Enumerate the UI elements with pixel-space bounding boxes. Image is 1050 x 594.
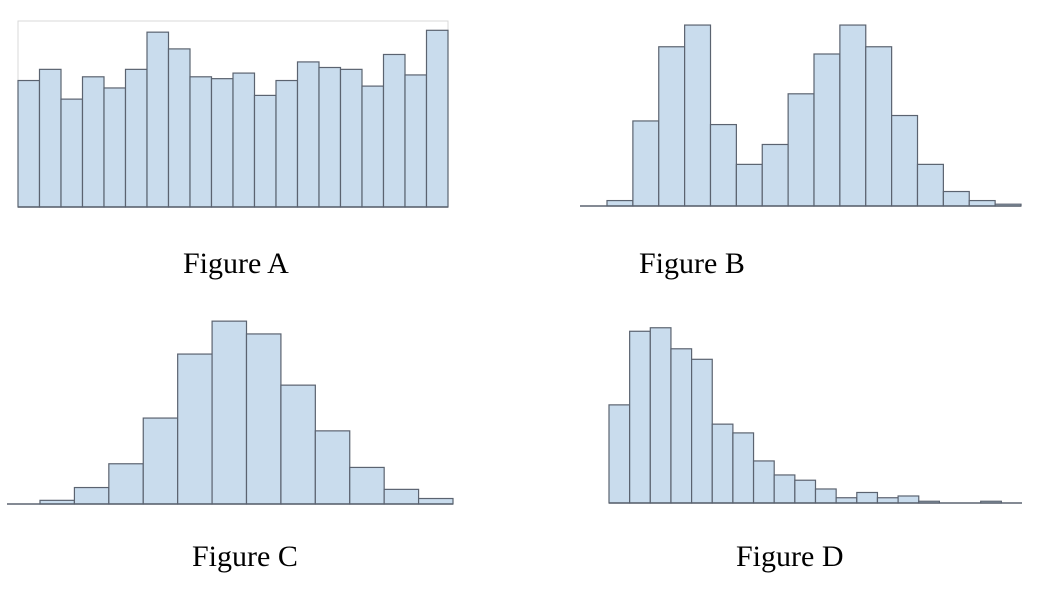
- figure-a-bar-16: [339, 68, 363, 208]
- figure-b-caption: Figure B: [639, 247, 745, 280]
- figure-c-bar-8: [280, 384, 316, 505]
- figure-d-bar-9: [773, 474, 796, 504]
- figure-c-bar-2: [73, 486, 110, 505]
- figure-b-bar-9: [813, 53, 841, 207]
- figure-d-histogram: [608, 327, 1022, 504]
- figure-b-bar-4: [684, 24, 712, 207]
- figure-d-bar-8: [752, 460, 775, 504]
- figure-a-bar-6: [124, 68, 148, 208]
- figure-d-panel: Figure D: [525, 297, 1050, 594]
- figure-b-histogram: [580, 24, 1022, 207]
- figure-d-bar-1: [608, 404, 631, 504]
- figure-d-bar-10: [794, 479, 817, 504]
- figure-a-bar-18: [382, 53, 406, 208]
- figure-c-panel: Figure C: [0, 297, 525, 594]
- figure-a-bar-20: [425, 29, 449, 208]
- figure-a-panel: Figure A: [0, 0, 525, 297]
- figure-d-bar-12: [835, 497, 858, 504]
- figure-a-bar-17: [361, 85, 385, 208]
- figure-d-bar-15: [897, 495, 920, 504]
- figure-c-bar-5: [177, 353, 213, 505]
- figure-d-bar-7: [732, 432, 755, 504]
- figure-a-bar-14: [296, 61, 320, 208]
- figure-d-bar-5: [691, 358, 713, 504]
- figure-a-bar-15: [318, 66, 342, 208]
- figure-b-bar-11: [865, 46, 893, 207]
- figure-b-bar-13: [916, 163, 944, 207]
- figure-c-caption: Figure C: [192, 540, 298, 573]
- figure-d-bar-14: [876, 497, 899, 504]
- figure-d-bar-2: [629, 330, 651, 504]
- figure-d-bar-11: [814, 488, 837, 504]
- figure-a-bar-4: [81, 76, 105, 208]
- figure-d-bar-4: [670, 348, 693, 504]
- figure-b-bar-5: [709, 123, 737, 207]
- figure-a-bar-8: [167, 48, 191, 208]
- figure-c-bar-11: [383, 488, 420, 505]
- figure-a-bar-7: [146, 31, 170, 208]
- figure-c-bar-9: [314, 430, 351, 505]
- figure-a-bar-12: [253, 94, 277, 208]
- figure-c-bar-12: [417, 497, 454, 505]
- figure-c-bar-10: [349, 466, 385, 505]
- figure-a-bar-9: [189, 76, 213, 208]
- figure-a-bar-1: [17, 79, 41, 208]
- figure-b-bar-1: [606, 199, 634, 207]
- figure-b-bar-12: [891, 114, 919, 207]
- figure-b-bar-8: [787, 93, 815, 207]
- figure-a-bar-2: [38, 68, 62, 208]
- figure-b-bar-15: [968, 199, 996, 207]
- figure-c-bar-3: [108, 463, 144, 505]
- figure-a-histogram: [17, 20, 449, 208]
- figure-c-bar-7: [245, 333, 282, 505]
- figure-a-bar-11: [232, 72, 256, 208]
- figure-a-caption: Figure A: [183, 247, 289, 280]
- figure-c-histogram: [7, 320, 454, 505]
- figure-a-bar-13: [275, 79, 299, 208]
- figure-a-bar-3: [60, 98, 84, 208]
- figure-b-bar-3: [658, 46, 686, 207]
- figure-d-bar-13: [856, 491, 879, 504]
- figure-a-bar-5: [103, 87, 127, 208]
- figure-a-bar-10: [210, 78, 234, 208]
- figure-b-panel: Figure B: [525, 0, 1050, 297]
- figure-b-bar-14: [942, 190, 970, 207]
- figure-c-bar-4: [142, 417, 179, 505]
- figure-d-bar-6: [711, 423, 734, 504]
- figure-b-bar-10: [839, 24, 867, 207]
- figure-c-bar-6: [211, 320, 248, 505]
- figure-d-bar-3: [649, 327, 672, 504]
- figure-b-bar-7: [761, 143, 789, 207]
- figure-b-bar-2: [632, 120, 660, 207]
- figure-b-bar-6: [735, 163, 763, 207]
- figure-d-caption: Figure D: [736, 540, 844, 573]
- figure-a-bar-19: [404, 74, 428, 208]
